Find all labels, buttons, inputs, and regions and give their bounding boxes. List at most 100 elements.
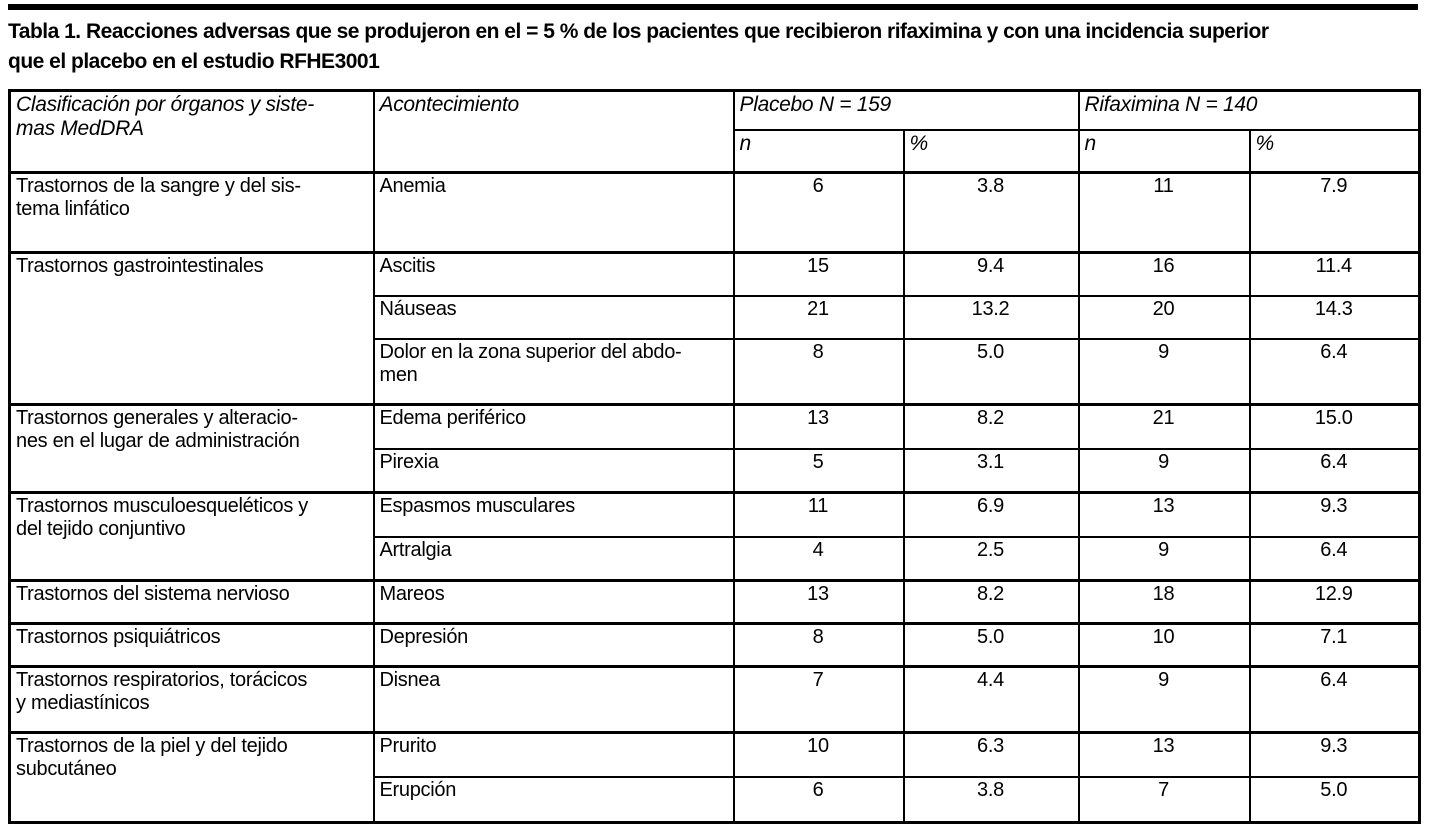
event-cell: Artralgia	[372, 535, 735, 582]
value-cell-placebo-pct: 6.9	[902, 491, 1080, 538]
table-header: Clasificación por órganos y siste- mas M…	[8, 89, 1421, 174]
table-row: Náuseas 21 13.2 20 14.3	[10, 294, 1421, 340]
group-cell: Trastornos psiquiátricos	[8, 622, 375, 668]
event-cell: Edema periférico	[372, 403, 735, 450]
value-cell-rifaximina-pct: 11.4	[1248, 251, 1421, 297]
value-cell-rifaximina-pct: 6.4	[1248, 337, 1421, 406]
value-cell-rifaximina-pct: 7.9	[1248, 171, 1421, 254]
value-cell-placebo-pct: 4.4	[902, 665, 1080, 734]
value-cell-placebo-pct: 9.4	[902, 251, 1080, 297]
group-cell: Trastornos gastrointestinales	[8, 251, 375, 406]
value-cell-placebo-pct: 3.8	[902, 775, 1080, 824]
value-cell-rifaximina-n: 13	[1077, 731, 1251, 778]
document-page: Tabla 1. Reacciones adversas que se prod…	[0, 4, 1429, 832]
table-body: Trastornos de la sangre y del sis- tema …	[8, 171, 1421, 824]
group-cell: Trastornos del sistema nervioso	[8, 579, 375, 625]
event-cell: Espasmos musculares	[372, 491, 735, 538]
value-cell-rifaximina-n: 9	[1077, 665, 1251, 734]
table-row: Trastornos musculoesqueléticos y del tej…	[8, 491, 1421, 582]
value-cell-placebo-n: 10	[732, 731, 905, 778]
event-cell: Mareos	[372, 579, 735, 625]
adverse-reactions-table: Clasificación por órganos y siste- mas M…	[8, 89, 1422, 824]
value-cell-rifaximina-n: 18	[1077, 579, 1251, 625]
value-cell-placebo-pct: 2.5	[902, 535, 1080, 582]
event-cell: Anemia	[372, 171, 735, 254]
header-row-subcolumns: n % n %	[10, 128, 1421, 174]
subcol-header-rifaximina-n: n	[1077, 128, 1251, 174]
value-cell-rifaximina-n: 16	[1077, 251, 1251, 297]
value-cell-placebo-n: 21	[732, 294, 905, 340]
group-cell: Trastornos de la piel y del tejido subcu…	[8, 731, 375, 824]
event-cell: Dolor en la zona superior del abdo- men	[372, 337, 735, 406]
value-cell-placebo-pct: 8.2	[902, 579, 1080, 625]
value-cell-rifaximina-pct: 5.0	[1248, 775, 1421, 824]
value-cell-rifaximina-pct: 9.3	[1248, 491, 1421, 538]
value-cell-placebo-n: 13	[732, 403, 905, 450]
value-cell-placebo-n: 11	[732, 491, 905, 538]
value-cell-rifaximina-pct: 6.4	[1248, 665, 1421, 734]
table-row: Trastornos gastrointestinales Ascitis 15…	[8, 251, 1421, 406]
col-header-placebo: Placebo N = 159	[732, 89, 1080, 131]
value-cell-placebo-n: 7	[732, 665, 905, 734]
group-cell: Trastornos de la sangre y del sis- tema …	[8, 171, 375, 254]
value-cell-placebo-n: 15	[732, 251, 905, 297]
value-cell-placebo-pct: 5.0	[902, 622, 1080, 668]
value-cell-placebo-n: 6	[732, 171, 905, 254]
value-cell-placebo-n: 8	[732, 622, 905, 668]
table-row: Artralgia 4 2.5 9 6.4	[10, 535, 1421, 582]
event-cell: Ascitis	[372, 251, 735, 297]
value-cell-placebo-pct: 6.3	[902, 731, 1080, 778]
col-header-rifaximina: Rifaximina N = 140	[1077, 89, 1421, 131]
value-cell-rifaximina-n: 11	[1077, 171, 1251, 254]
value-cell-rifaximina-pct: 9.3	[1248, 731, 1421, 778]
event-cell: Disnea	[372, 665, 735, 734]
value-cell-rifaximina-n: 10	[1077, 622, 1251, 668]
table-title: Tabla 1. Reacciones adversas que se prod…	[8, 20, 1269, 73]
value-cell-placebo-pct: 13.2	[902, 294, 1080, 340]
value-cell-rifaximina-n: 7	[1077, 775, 1251, 824]
value-cell-rifaximina-pct: 15.0	[1248, 403, 1421, 450]
value-cell-placebo-pct: 3.1	[902, 447, 1080, 494]
table-row: Trastornos del sistema nervioso Mareos 1…	[8, 579, 1421, 625]
col-header-event: Acontecimiento	[372, 89, 735, 174]
value-cell-placebo-n: 5	[732, 447, 905, 494]
value-cell-rifaximina-n: 21	[1077, 403, 1251, 450]
header-row-groups: Clasificación por órganos y siste- mas M…	[8, 89, 1421, 174]
value-cell-placebo-n: 4	[732, 535, 905, 582]
subcol-header-rifaximina-pct: %	[1248, 128, 1421, 174]
table-row: Trastornos psiquiátricos Depresión 8 5.0…	[8, 622, 1421, 668]
event-cell: Depresión	[372, 622, 735, 668]
group-cell: Trastornos respiratorios, torácicos y me…	[8, 665, 375, 734]
value-cell-placebo-n: 8	[732, 337, 905, 406]
group-cell: Trastornos musculoesqueléticos y del tej…	[8, 491, 375, 582]
subcol-header-placebo-pct: %	[902, 128, 1080, 174]
value-cell-rifaximina-pct: 12.9	[1248, 579, 1421, 625]
group-cell: Trastornos generales y alteracio- nes en…	[8, 403, 375, 494]
value-cell-rifaximina-n: 9	[1077, 447, 1251, 494]
table-row: Trastornos respiratorios, torácicos y me…	[8, 665, 1421, 734]
table-row: Trastornos de la sangre y del sis- tema …	[8, 171, 1421, 254]
col-header-classification: Clasificación por órganos y siste- mas M…	[8, 89, 375, 174]
value-cell-placebo-n: 13	[732, 579, 905, 625]
event-cell: Prurito	[372, 731, 735, 778]
value-cell-rifaximina-pct: 14.3	[1248, 294, 1421, 340]
value-cell-rifaximina-pct: 6.4	[1248, 447, 1421, 494]
value-cell-placebo-pct: 3.8	[902, 171, 1080, 254]
event-cell: Náuseas	[372, 294, 735, 340]
table-row: Erupción 6 3.8 7 5.0	[10, 775, 1421, 824]
value-cell-placebo-n: 6	[732, 775, 905, 824]
value-cell-placebo-pct: 8.2	[902, 403, 1080, 450]
value-cell-rifaximina-pct: 7.1	[1248, 622, 1421, 668]
table-row: Trastornos de la piel y del tejido subcu…	[8, 731, 1421, 824]
value-cell-rifaximina-n: 20	[1077, 294, 1251, 340]
table-row: Trastornos generales y alteracio- nes en…	[8, 403, 1421, 494]
subcol-header-placebo-n: n	[732, 128, 905, 174]
value-cell-rifaximina-pct: 6.4	[1248, 535, 1421, 582]
value-cell-rifaximina-n: 13	[1077, 491, 1251, 538]
top-rule	[8, 4, 1418, 10]
value-cell-rifaximina-n: 9	[1077, 337, 1251, 406]
value-cell-placebo-pct: 5.0	[902, 337, 1080, 406]
table-row: Dolor en la zona superior del abdo- men …	[10, 337, 1421, 406]
table-row: Pirexia 5 3.1 9 6.4	[10, 447, 1421, 494]
event-cell: Pirexia	[372, 447, 735, 494]
